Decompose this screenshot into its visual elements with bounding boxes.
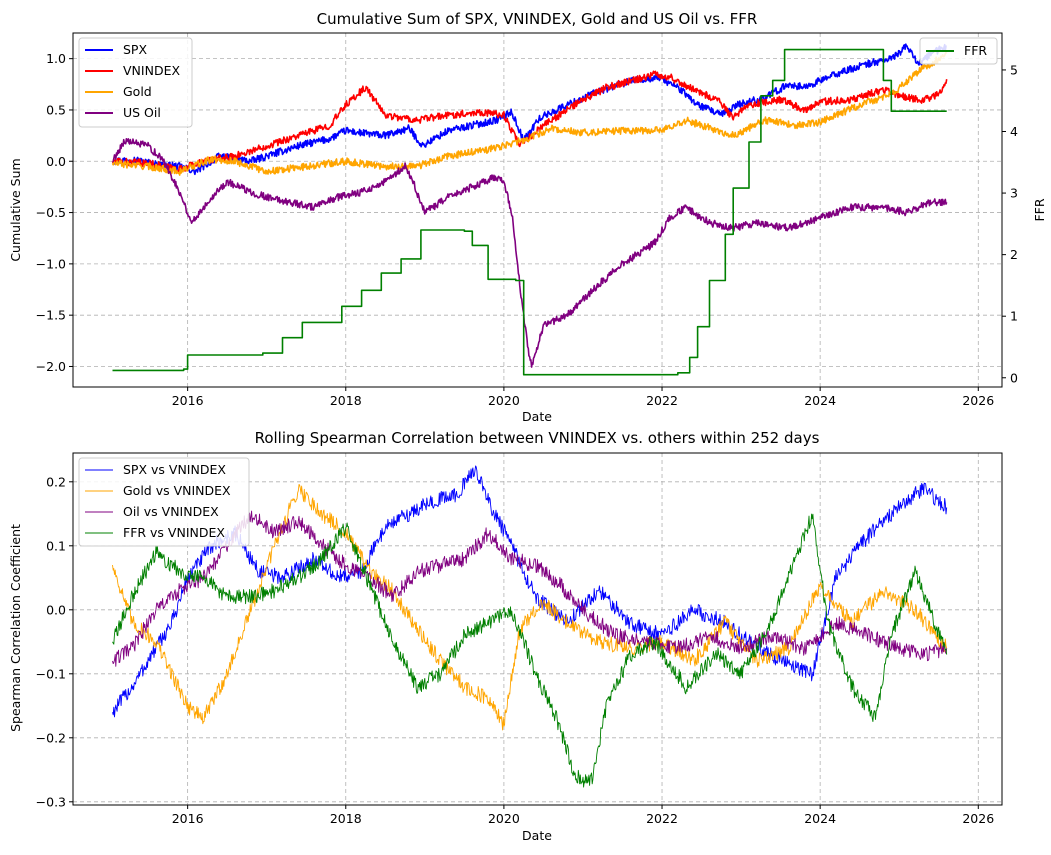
legend-right: FFR	[919, 37, 998, 65]
legend-label-spx-vs-vnindex: SPX vs VNINDEX	[123, 462, 226, 477]
series-group	[112, 465, 948, 788]
x-axis-label: Date	[522, 409, 552, 424]
series-group	[111, 43, 948, 376]
x-tick-label: 2024	[804, 393, 836, 408]
series-line-spx	[111, 43, 947, 176]
legend-label-ffr-vs-vnindex: FFR vs VNINDEX	[123, 525, 225, 540]
chart-title: Rolling Spearman Correlation between VNI…	[255, 429, 820, 447]
x-tick-label: 2022	[646, 811, 678, 826]
y-tick-label: 1.0	[46, 51, 66, 66]
y-right-tick-label: 5	[1010, 62, 1018, 77]
y-tick-label: 0.5	[46, 102, 66, 117]
y-right-axis-ticks: 0 1 2 3 4 5	[1002, 62, 1018, 385]
y-axis-ticks: −0.3 −0.2 −0.1 0.0 0.1 0.2	[36, 474, 73, 809]
chart-title: Cumulative Sum of SPX, VNINDEX, Gold and…	[317, 10, 758, 28]
legend: SPX vs VNINDEX Gold vs VNINDEX Oil vs VN…	[78, 457, 250, 547]
legend-label-oil-vs-vnindex: Oil vs VNINDEX	[123, 504, 219, 519]
legend-frame	[919, 37, 998, 65]
y-tick-label: −0.5	[36, 205, 66, 220]
series-line-ffr	[112, 48, 947, 376]
y-axis-label: Cumulative Sum	[8, 158, 23, 261]
rolling-correlation-chart: Rolling Spearman Correlation between VNI…	[8, 429, 1003, 843]
x-tick-label: 2020	[488, 393, 520, 408]
y-axis-label: Spearman Correlation Coefficient	[8, 524, 23, 732]
x-axis-label: Date	[522, 828, 552, 843]
y-tick-label: −0.3	[36, 794, 66, 809]
x-tick-label: 2016	[172, 393, 204, 408]
series-line-oil-vs-vnindex	[112, 510, 948, 667]
legend-label-us-oil: US Oil	[123, 105, 161, 120]
y-tick-label: −2.0	[36, 359, 66, 374]
y-tick-label: −0.2	[36, 730, 66, 745]
series-line-gold	[111, 51, 948, 176]
x-tick-label: 2026	[962, 811, 994, 826]
y-tick-label: 0.0	[46, 602, 66, 617]
legend-frame	[78, 457, 250, 547]
y-tick-label: −1.5	[36, 308, 66, 323]
series-line-gold-vs-vnindex	[112, 484, 948, 731]
series-line-us-oil	[112, 138, 948, 368]
y-right-tick-label: 0	[1010, 370, 1018, 385]
x-tick-label: 2016	[172, 811, 204, 826]
plot-frame	[72, 452, 1003, 806]
y-tick-label: 0.2	[46, 474, 66, 489]
legend-label-vnindex: VNINDEX	[123, 63, 180, 78]
x-tick-label: 2018	[330, 811, 362, 826]
legend-frame	[78, 37, 193, 128]
x-tick-label: 2024	[804, 811, 836, 826]
series-line-ffr-vs-vnindex	[112, 513, 948, 788]
x-tick-label: 2022	[646, 393, 678, 408]
x-tick-label: 2020	[488, 811, 520, 826]
y-right-tick-label: 2	[1010, 247, 1018, 262]
y-axis-ticks: −2.0 −1.5 −1.0 −0.5 0.0 0.5 1.0	[36, 51, 73, 374]
y-right-tick-label: 1	[1010, 309, 1018, 324]
y-right-tick-label: 4	[1010, 124, 1018, 139]
y-tick-label: −1.0	[36, 256, 66, 271]
x-axis-ticks: 2016 2018 2020 2022 2024 2026	[172, 387, 994, 408]
series-line-vnindex	[111, 70, 948, 174]
x-axis-ticks: 2016 2018 2020 2022 2024 2026	[172, 805, 994, 826]
legend-label-ffr: FFR	[964, 43, 987, 58]
y-tick-label: −0.1	[36, 666, 66, 681]
legend-label-gold-vs-vnindex: Gold vs VNINDEX	[123, 483, 231, 498]
x-tick-label: 2018	[330, 393, 362, 408]
y-right-tick-label: 3	[1010, 186, 1018, 201]
y-tick-label: 0.1	[46, 538, 66, 553]
series-line-spx-vs-vnindex	[112, 465, 948, 718]
x-tick-label: 2026	[962, 393, 994, 408]
plot-frame	[72, 32, 1003, 388]
legend-label-gold: Gold	[123, 84, 152, 99]
legend-left: SPX VNINDEX Gold US Oil	[78, 37, 193, 128]
y-tick-label: 0.0	[46, 154, 66, 169]
legend-label-spx: SPX	[123, 42, 147, 57]
cumulative-sum-chart: Cumulative Sum of SPX, VNINDEX, Gold and…	[8, 10, 1047, 424]
y-right-axis-label: FFR	[1032, 198, 1047, 221]
